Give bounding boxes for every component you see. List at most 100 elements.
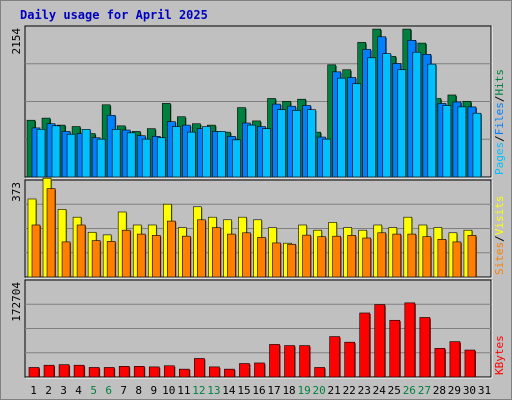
- bar-pages-day-25: [397, 69, 407, 178]
- bar-sites-day-29: [452, 241, 462, 278]
- bar-sites-day-14: [227, 233, 236, 278]
- bar-kbytes-day-11: [179, 368, 190, 378]
- bar-kbytes-day-24: [374, 304, 386, 378]
- legend-kbytes: KBytes: [493, 335, 506, 375]
- legend-separator: /: [493, 235, 506, 242]
- bar-sites-day-15: [242, 232, 251, 278]
- bar-pages-day-29: [457, 106, 467, 178]
- bar-kbytes-day-28: [434, 348, 446, 378]
- bar-kbytes-day-6: [103, 367, 115, 378]
- bar-pages-day-23: [367, 57, 377, 178]
- panel-2-ymax-label: 373: [10, 182, 23, 202]
- x-tick-label: 10: [162, 384, 175, 397]
- x-tick-label: 7: [120, 384, 127, 397]
- panel-2-legend: Sites/Visits: [493, 196, 506, 276]
- bar-kbytes-day-25: [389, 319, 401, 378]
- bar-kbytes-day-27: [419, 317, 431, 378]
- x-tick-label: 3: [60, 384, 67, 397]
- x-tick-label: 30: [463, 384, 476, 397]
- bar-kbytes-day-21: [329, 336, 340, 378]
- bar-pages-day-15: [247, 124, 256, 178]
- bar-pages-day-6: [111, 129, 121, 178]
- bar-pages-day-24: [382, 53, 392, 178]
- panel-3-legend: KBytes: [493, 335, 506, 375]
- bar-kbytes-day-2: [43, 364, 55, 378]
- panel-1-ymax-label: 2154: [10, 28, 23, 55]
- x-tick-label: 27: [418, 384, 431, 397]
- legend-separator: /: [493, 135, 506, 142]
- bar-sites-day-20: [317, 236, 326, 278]
- x-tick-label: 17: [267, 384, 280, 397]
- x-tick-label: 16: [252, 384, 265, 397]
- bar-pages-day-27: [427, 63, 437, 178]
- bar-sites-day-10: [166, 220, 176, 278]
- bar-kbytes-day-22: [344, 341, 355, 378]
- bar-kbytes-day-29: [449, 341, 461, 378]
- bar-pages-day-8: [141, 138, 151, 178]
- bar-sites-day-30: [467, 235, 477, 278]
- bar-kbytes-day-16: [254, 362, 265, 378]
- bar-sites-day-12: [197, 219, 206, 278]
- x-tick-label: 14: [222, 384, 236, 397]
- bar-pages-day-11: [187, 131, 196, 178]
- bar-kbytes-day-23: [359, 312, 371, 378]
- x-tick-label: 5: [90, 384, 97, 397]
- x-tick-label: 18: [282, 384, 295, 397]
- x-tick-label: 26: [403, 384, 416, 397]
- x-tick-label: 2: [45, 384, 52, 397]
- bar-pages-day-12: [202, 126, 211, 178]
- bar-sites-day-2: [46, 188, 56, 278]
- bar-sites-day-11: [182, 235, 191, 278]
- bar-kbytes-day-12: [194, 358, 205, 378]
- bar-sites-day-1: [31, 224, 41, 278]
- bar-pages-day-21: [337, 77, 346, 178]
- bar-sites-day-6: [106, 241, 116, 278]
- bar-sites-day-3: [61, 241, 71, 278]
- bar-pages-day-10: [171, 126, 181, 178]
- legend-hits: Hits: [493, 69, 506, 96]
- legend-sites: Sites: [493, 242, 506, 275]
- bar-kbytes-day-20: [314, 367, 325, 378]
- bar-pages-day-20: [322, 138, 331, 178]
- bar-kbytes-day-26: [404, 302, 416, 378]
- bar-kbytes-day-7: [118, 366, 130, 378]
- bar-kbytes-day-15: [239, 363, 250, 378]
- panel-3-ymax-label: 172704: [10, 282, 23, 322]
- x-tick-label: 11: [177, 384, 190, 397]
- bar-pages-day-18: [292, 110, 301, 178]
- bar-pages-day-30: [472, 112, 482, 178]
- bar-sites-day-8: [136, 233, 146, 278]
- bar-kbytes-day-5: [88, 367, 100, 378]
- bar-sites-day-21: [332, 235, 341, 278]
- bar-pages-day-5: [96, 138, 106, 178]
- bar-sites-day-7: [121, 229, 131, 278]
- bar-pages-day-3: [66, 133, 76, 178]
- x-tick-label: 23: [358, 384, 371, 397]
- bar-sites-day-9: [151, 235, 161, 278]
- x-tick-label: 13: [207, 384, 220, 397]
- bar-kbytes-day-19: [299, 345, 310, 378]
- x-tick-label: 20: [313, 384, 326, 397]
- bar-sites-day-18: [287, 243, 296, 278]
- bar-pages-day-13: [217, 131, 226, 178]
- legend-pages: Pages: [493, 142, 506, 175]
- bar-kbytes-day-9: [148, 366, 160, 378]
- bar-pages-day-14: [232, 139, 241, 178]
- bar-kbytes-day-3: [58, 364, 70, 378]
- bar-kbytes-day-1: [28, 367, 40, 378]
- bar-pages-day-22: [352, 83, 361, 178]
- bar-sites-day-23: [362, 237, 372, 278]
- x-tick-label: 21: [328, 384, 341, 397]
- bar-sites-day-27: [422, 236, 432, 278]
- bar-sites-day-13: [212, 227, 221, 278]
- bar-sites-day-16: [257, 237, 266, 278]
- x-tick-label: 22: [343, 384, 356, 397]
- x-tick-label: 4: [75, 384, 82, 397]
- bar-kbytes-day-8: [133, 366, 145, 378]
- bar-pages-day-4: [81, 129, 91, 178]
- bar-pages-day-1: [36, 129, 46, 178]
- bar-pages-day-17: [277, 109, 286, 178]
- legend-files: Files: [493, 102, 506, 135]
- bar-kbytes-day-18: [284, 345, 295, 378]
